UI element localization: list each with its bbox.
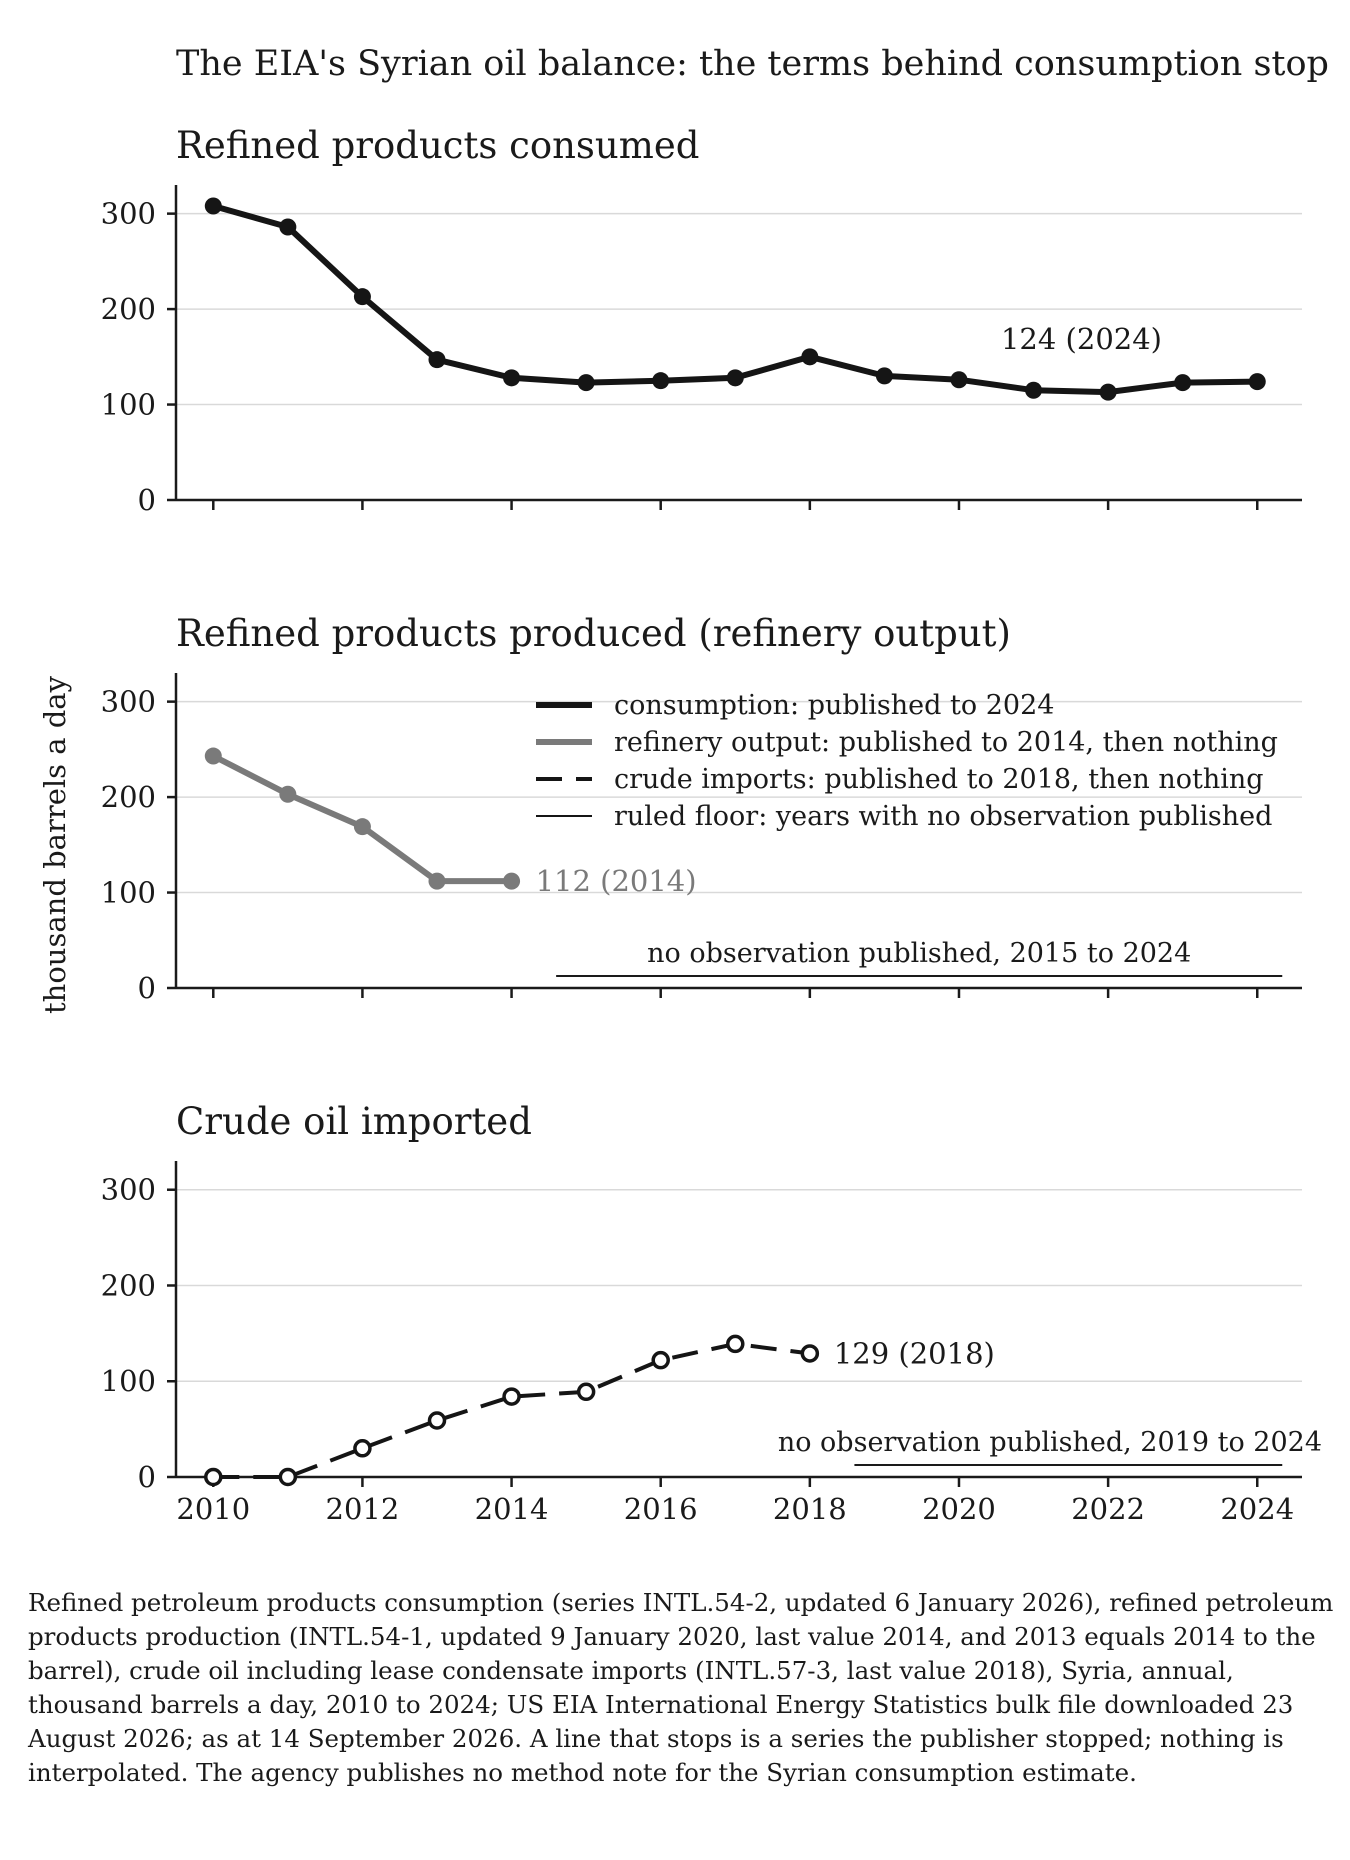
- x-tick-label: 2024: [1220, 1492, 1294, 1526]
- data-point: [503, 369, 521, 387]
- data-point: [428, 872, 446, 890]
- panel-2: Refined products produced (refinery outp…: [101, 612, 1302, 1005]
- data-point: [1025, 381, 1043, 399]
- y-tick-label: 300: [101, 197, 156, 231]
- chart-panels: Refined products consumed 0 100 200 300 124 (…: [101, 124, 1322, 1526]
- end-value-label: 124 (2024): [1001, 322, 1162, 356]
- x-tick-label: 2020: [922, 1492, 996, 1526]
- data-point: [1174, 374, 1192, 392]
- y-tick-label: 300: [101, 685, 156, 719]
- data-point: [726, 369, 744, 387]
- y-tick-label: 100: [101, 876, 156, 910]
- panel-title: Refined products consumed: [176, 124, 699, 167]
- data-point: [204, 747, 222, 765]
- data-point: [800, 1344, 820, 1363]
- y-tick-label: 0: [138, 483, 156, 517]
- y-axis-label: thousand barrels a day: [38, 675, 72, 1014]
- data-point: [652, 372, 670, 390]
- panel-3: Crude oil imported 0 100 200 300 2010 2012 2014…: [101, 1100, 1322, 1526]
- data-point: [279, 785, 297, 803]
- data-point: [577, 374, 595, 392]
- y-tick-label: 0: [138, 1460, 156, 1494]
- data-point: [726, 1334, 745, 1354]
- no-observation-note: no observation published, 2019 to 2024: [778, 1427, 1322, 1458]
- x-tick-label: 2012: [326, 1492, 400, 1526]
- chart-title: The EIA's Syrian oil balance: the terms …: [176, 44, 1329, 84]
- data-point: [427, 1411, 447, 1430]
- y-tick-label: 200: [101, 780, 156, 814]
- data-point: [576, 1382, 596, 1402]
- y-tick-label: 0: [138, 971, 156, 1005]
- data-point: [204, 197, 222, 215]
- legend-label: ruled floor: years with no observation p…: [614, 801, 1272, 832]
- legend-label: refinery output: published to 2014, then…: [614, 727, 1278, 758]
- panel-title: Refined products produced (refinery outp…: [176, 612, 1011, 655]
- no-observation-note: no observation published, 2015 to 2024: [647, 938, 1191, 969]
- series-line: [213, 1341, 811, 1479]
- y-tick-label: 200: [101, 1268, 156, 1302]
- data-point: [651, 1350, 670, 1370]
- x-tick-label: 2016: [624, 1492, 698, 1526]
- data-point: [278, 1467, 298, 1487]
- data-point: [353, 1439, 372, 1458]
- legend-label: consumption: published to 2024: [614, 690, 1054, 721]
- x-tick-label: 2018: [773, 1492, 847, 1526]
- data-point: [428, 351, 446, 369]
- data-point: [279, 218, 297, 236]
- data-point: [503, 872, 521, 890]
- x-tick-label: 2022: [1071, 1492, 1145, 1526]
- data-point: [1248, 373, 1266, 391]
- x-tick-label: 2010: [176, 1492, 250, 1526]
- y-tick-label: 100: [101, 1364, 156, 1398]
- data-point: [353, 818, 371, 836]
- data-point: [204, 1467, 223, 1487]
- data-point: [950, 371, 968, 389]
- end-value-label: 112 (2014): [536, 864, 697, 898]
- y-tick-label: 300: [101, 1173, 156, 1207]
- data-point: [353, 288, 371, 306]
- source-footnote: Refined petroleum products consumption (…: [28, 1588, 1334, 1787]
- y-tick-label: 100: [101, 388, 156, 422]
- legend: consumption: published to 2024 refinery o…: [536, 690, 1278, 832]
- data-point: [875, 367, 893, 385]
- panel-1: Refined products consumed 0 100 200 300 124 (…: [101, 124, 1302, 517]
- chart-figure: The EIA's Syrian oil balance: the terms …: [38, 44, 1329, 1526]
- panel-title: Crude oil imported: [176, 1100, 532, 1143]
- end-value-label: 129 (2018): [834, 1336, 995, 1370]
- data-point: [1099, 383, 1117, 401]
- data-point: [502, 1387, 521, 1406]
- x-tick-label: 2014: [475, 1492, 549, 1526]
- data-point: [801, 348, 819, 366]
- y-tick-label: 200: [101, 292, 156, 326]
- legend-label: crude imports: published to 2018, then n…: [614, 764, 1264, 795]
